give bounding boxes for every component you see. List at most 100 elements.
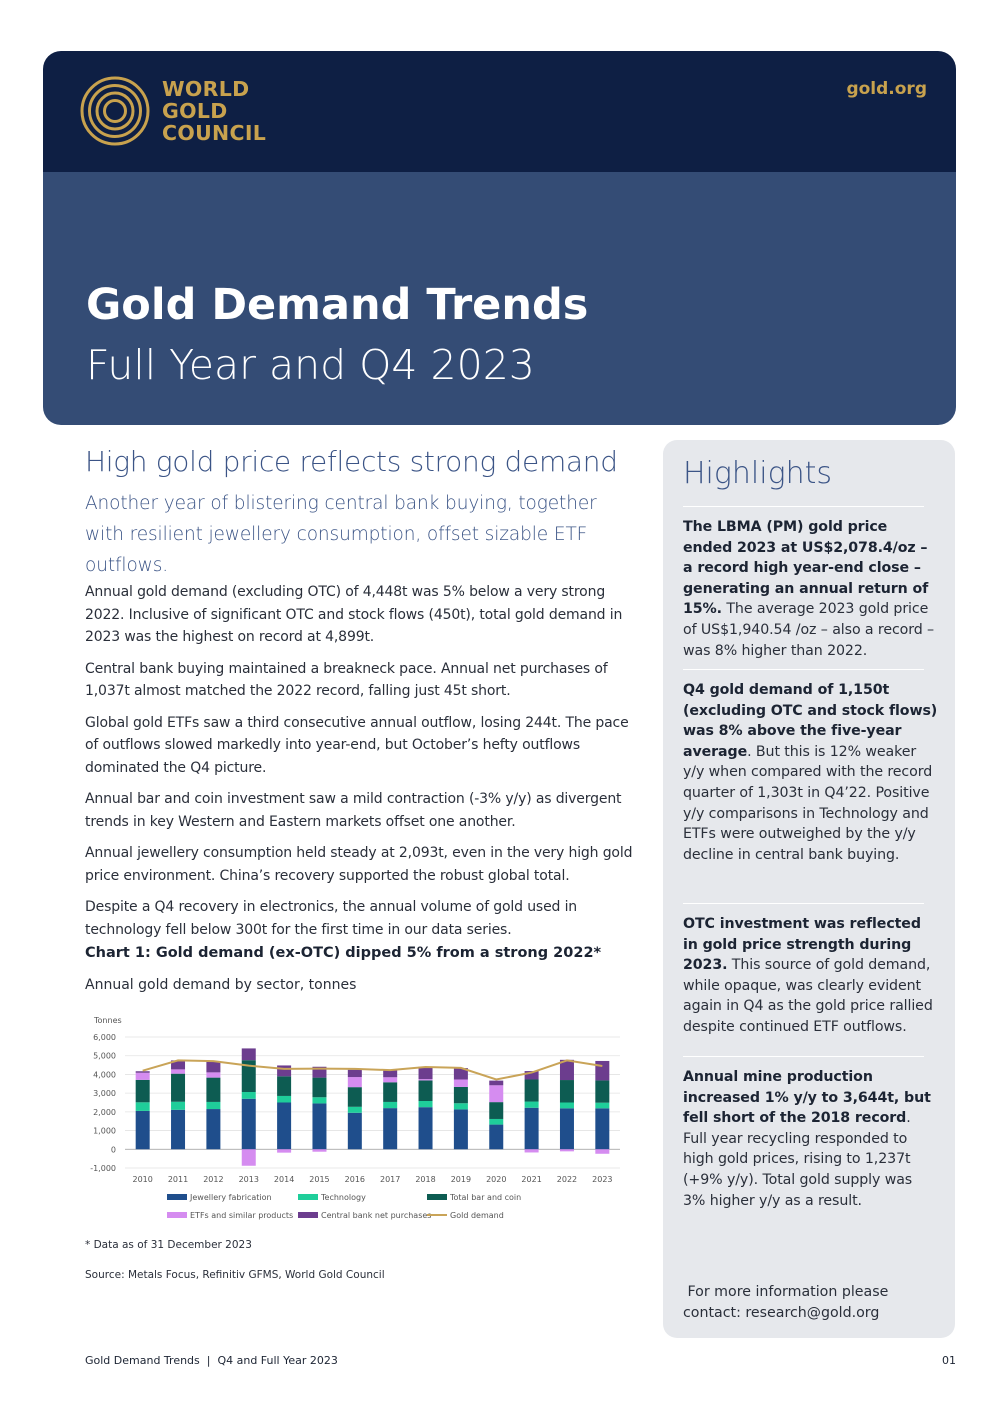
bar-segment <box>559 1149 574 1152</box>
bar-segment <box>559 1102 574 1109</box>
y-tick-label: 3,000 <box>93 1089 116 1098</box>
bar-segment <box>418 1080 433 1102</box>
highlight-bold: Q4 gold demand of 1,150t (excluding OTC … <box>683 682 938 760</box>
highlight-text: . But this is 12% weaker y/y when compar… <box>683 743 933 863</box>
section-heading: High gold price reflects strong demand <box>85 445 618 478</box>
bar-segment <box>312 1066 327 1078</box>
bar-segment <box>347 1106 362 1113</box>
y-tick-label: 1,000 <box>93 1127 116 1136</box>
gold-demand-line <box>142 1059 603 1081</box>
x-tick-label: 2011 <box>168 1175 188 1184</box>
y-tick-label: 0 <box>111 1145 116 1154</box>
bar-segment <box>347 1112 362 1150</box>
bar-segment <box>135 1110 150 1150</box>
body-paragraph: Annual gold demand (excluding OTC) of 4,… <box>85 584 623 645</box>
wgc-logo-icon <box>80 76 150 146</box>
bar-segment <box>135 1102 150 1111</box>
bar-segment <box>241 1092 256 1099</box>
bar-segment <box>206 1061 221 1073</box>
divider <box>683 506 924 507</box>
bar-segment <box>135 1072 150 1080</box>
x-tick-label: 2010 <box>132 1175 152 1184</box>
bar-segment <box>383 1077 398 1083</box>
bar-segment <box>241 1149 256 1166</box>
bar-segment <box>418 1079 433 1081</box>
highlight-bold: The LBMA (PM) gold price ended 2023 at U… <box>683 519 929 618</box>
logo-wordmark: WORLD GOLD COUNCIL <box>162 78 266 144</box>
legend-swatch <box>167 1212 187 1218</box>
y-tick-label: -1,000 <box>90 1164 116 1173</box>
y-axis-label: Tonnes <box>93 1016 122 1025</box>
gold-demand-chart: Tonnes 6,000 5,000 4,000 3,000 2,000 1,000 0 -1,… <box>90 1016 620 1220</box>
bar-segment <box>171 1101 186 1110</box>
legend-label: ETFs and similar products <box>190 1211 293 1220</box>
divider <box>683 1056 924 1057</box>
highlights-heading: Highlights <box>683 456 832 491</box>
bar-segment <box>524 1149 539 1153</box>
x-tick-label: 2012 <box>203 1175 223 1184</box>
bar-segment <box>595 1060 610 1081</box>
bar-segment <box>595 1080 610 1103</box>
bar-segment <box>206 1072 221 1078</box>
bar-segment <box>595 1102 610 1109</box>
bar-segment <box>595 1108 610 1150</box>
bar-segment <box>171 1073 186 1102</box>
legend-label: Technology <box>320 1193 366 1202</box>
body-paragraph: Annual jewellery consumption held steady… <box>85 845 633 884</box>
contact-info: For more information please contact: res… <box>683 1282 888 1323</box>
chart-header: Chart 1: Gold demand (ex-OTC) dipped 5% … <box>85 945 601 961</box>
legend-swatch <box>298 1194 318 1200</box>
highlight-bold: OTC investment was reflected in gold pri… <box>683 916 921 974</box>
bar-segment <box>524 1101 539 1108</box>
main-column: High gold price reflects strong demand A… <box>85 445 640 950</box>
bar-segment <box>489 1102 504 1119</box>
bar-segment <box>453 1079 468 1087</box>
bar-segment <box>135 1079 150 1103</box>
bar-segment <box>347 1069 362 1078</box>
x-tick-label: 2021 <box>521 1175 541 1184</box>
bar-segment <box>277 1065 292 1077</box>
lead-paragraph: Another year of blistering central bank … <box>85 493 597 576</box>
logo-line-1: WORLD <box>162 77 250 101</box>
body-paragraph: Central bank buying maintained a breakne… <box>85 660 608 700</box>
legend-swatch <box>167 1194 187 1200</box>
bar-segment <box>559 1108 574 1150</box>
report-title: Gold Demand Trends <box>86 280 589 330</box>
site-link[interactable]: gold.org <box>846 79 927 99</box>
bar-segment <box>383 1070 398 1078</box>
bar-segment <box>453 1103 468 1110</box>
highlight-item: Annual mine production increased 1% y/y … <box>683 1067 938 1211</box>
bar-segment <box>171 1109 186 1150</box>
chart-subtitle: Annual gold demand by sector, tonnes <box>85 977 357 993</box>
bar-segment <box>524 1107 539 1150</box>
bar-segment <box>206 1077 221 1102</box>
y-tick-label: 4,000 <box>93 1070 116 1079</box>
legend-label: Jewellery fabrication <box>189 1193 272 1202</box>
bar-segment <box>418 1066 433 1080</box>
bar-segment <box>383 1101 398 1109</box>
report-subtitle: Full Year and Q4 2023 <box>86 341 535 389</box>
page-number: 01 <box>942 1354 956 1367</box>
highlight-item: Q4 gold demand of 1,150t (excluding OTC … <box>683 680 938 865</box>
divider <box>683 903 924 904</box>
bar-segment <box>524 1071 539 1080</box>
highlight-bold: Annual mine production increased 1% y/y … <box>683 1069 931 1127</box>
contact-email[interactable]: contact: research@gold.org <box>683 1304 880 1321</box>
x-tick-label: 2016 <box>345 1175 365 1184</box>
bar-segment <box>489 1080 504 1086</box>
highlight-item: OTC investment was reflected in gold pri… <box>683 914 938 1038</box>
bar-segment <box>418 1101 433 1108</box>
highlight-text: . Full year recycling responded to high … <box>683 1110 913 1209</box>
legend-label: Central bank net purchases <box>321 1211 431 1220</box>
bar-segment <box>453 1109 468 1150</box>
logo-line-2: GOLD <box>162 99 228 123</box>
header-banner <box>43 51 956 173</box>
chart-source: Source: Metals Focus, Refinitiv GFMS, Wo… <box>85 1269 385 1281</box>
x-tick-label: 2015 <box>309 1175 329 1184</box>
bar-segment <box>241 1048 256 1061</box>
highlight-text: The average 2023 gold price of US$1,940.… <box>683 601 935 659</box>
bar-segment <box>135 1071 150 1073</box>
bar-segment <box>489 1124 504 1150</box>
highlight-item: The LBMA (PM) gold price ended 2023 at U… <box>683 517 938 661</box>
highlight-text: This source of gold demand, while opaque… <box>683 957 933 1035</box>
